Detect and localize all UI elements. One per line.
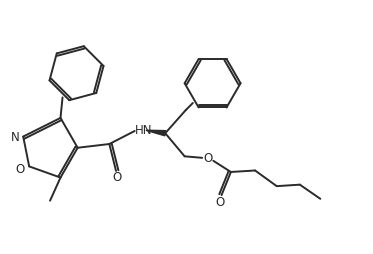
- Text: HN: HN: [135, 123, 153, 136]
- Polygon shape: [146, 131, 166, 136]
- Text: O: O: [112, 171, 121, 184]
- Text: N: N: [11, 131, 19, 144]
- Text: O: O: [216, 195, 225, 208]
- Text: O: O: [203, 152, 212, 165]
- Text: O: O: [15, 162, 25, 175]
